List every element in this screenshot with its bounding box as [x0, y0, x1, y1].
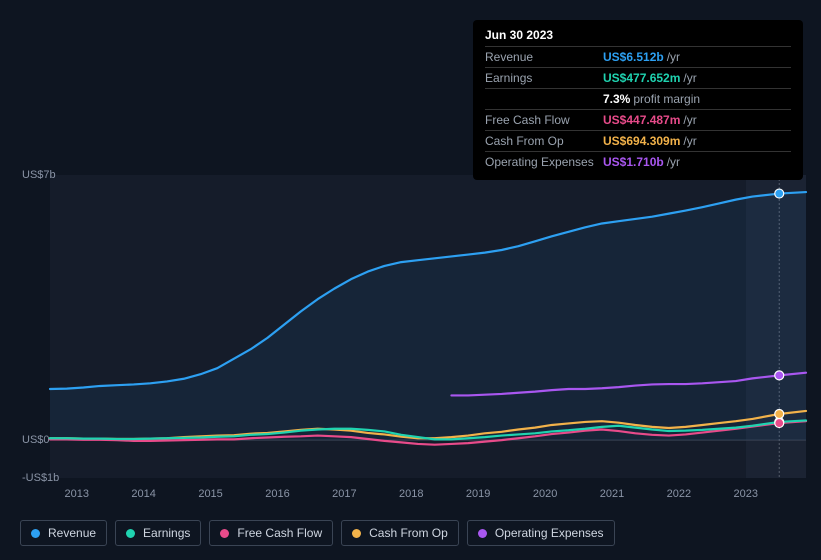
tooltip-row-unit: /yr — [683, 113, 696, 127]
chart-legend: Revenue Earnings Free Cash Flow Cash From O… — [20, 520, 615, 546]
tooltip-row-value: US$1.710b — [603, 155, 664, 169]
legend-dot-icon — [478, 529, 487, 538]
y-axis-label: US$7b — [22, 169, 56, 181]
legend-item-label: Free Cash Flow — [237, 526, 322, 540]
tooltip-row-unit: /yr — [667, 50, 680, 64]
legend-item-label: Operating Expenses — [495, 526, 604, 540]
legend-dot-icon — [31, 529, 40, 538]
tooltip-row-label: Cash From Op — [485, 134, 603, 148]
x-axis-label: 2023 — [734, 488, 758, 500]
legend-dot-icon — [352, 529, 361, 538]
x-axis-label: 2020 — [533, 488, 557, 500]
chart-tooltip: Jun 30 2023 RevenueUS$6.512b/yrEarningsU… — [473, 20, 803, 180]
legend-item-label: Revenue — [48, 526, 96, 540]
legend-item[interactable]: Operating Expenses — [467, 520, 615, 546]
tooltip-row: Free Cash FlowUS$447.487m/yr — [485, 109, 791, 130]
legend-item[interactable]: Cash From Op — [341, 520, 459, 546]
x-axis-label: 2019 — [466, 488, 490, 500]
tooltip-row-value: US$6.512b — [603, 50, 664, 64]
legend-item[interactable]: Free Cash Flow — [209, 520, 333, 546]
tooltip-row-value: 7.3% — [603, 92, 630, 106]
tooltip-row: 7.3%profit margin — [485, 88, 791, 109]
x-axis-label: 2018 — [399, 488, 423, 500]
tooltip-row-value: US$447.487m — [603, 113, 680, 127]
legend-item[interactable]: Revenue — [20, 520, 107, 546]
legend-item[interactable]: Earnings — [115, 520, 201, 546]
tooltip-row-unit: /yr — [667, 155, 680, 169]
tooltip-row-value: US$694.309m — [603, 134, 680, 148]
tooltip-row-label: Earnings — [485, 71, 603, 85]
legend-dot-icon — [126, 529, 135, 538]
tooltip-row: Operating ExpensesUS$1.710b/yr — [485, 151, 791, 172]
tooltip-rows: RevenueUS$6.512b/yrEarningsUS$477.652m/y… — [485, 46, 791, 172]
tooltip-row-label: Operating Expenses — [485, 155, 603, 169]
x-axis-label: 2022 — [667, 488, 691, 500]
y-axis-label: -US$1b — [22, 472, 59, 484]
x-axis-label: 2016 — [265, 488, 289, 500]
legend-dot-icon — [220, 529, 229, 538]
tooltip-row: RevenueUS$6.512b/yr — [485, 46, 791, 67]
tooltip-row-label: Revenue — [485, 50, 603, 64]
x-axis-label: 2013 — [65, 488, 89, 500]
tooltip-row-unit: /yr — [683, 134, 696, 148]
x-axis-label: 2021 — [600, 488, 624, 500]
tooltip-row: Cash From OpUS$694.309m/yr — [485, 130, 791, 151]
tooltip-row-unit: profit margin — [633, 92, 700, 106]
x-axis-label: 2015 — [198, 488, 222, 500]
tooltip-row-unit: /yr — [683, 71, 696, 85]
tooltip-date: Jun 30 2023 — [485, 28, 791, 46]
tooltip-row-label: Free Cash Flow — [485, 113, 603, 127]
legend-item-label: Earnings — [143, 526, 190, 540]
x-axis-label: 2014 — [131, 488, 155, 500]
tooltip-row: EarningsUS$477.652m/yr — [485, 67, 791, 88]
tooltip-row-value: US$477.652m — [603, 71, 680, 85]
legend-item-label: Cash From Op — [369, 526, 448, 540]
y-axis-label: US$0 — [22, 434, 50, 446]
x-axis-label: 2017 — [332, 488, 356, 500]
